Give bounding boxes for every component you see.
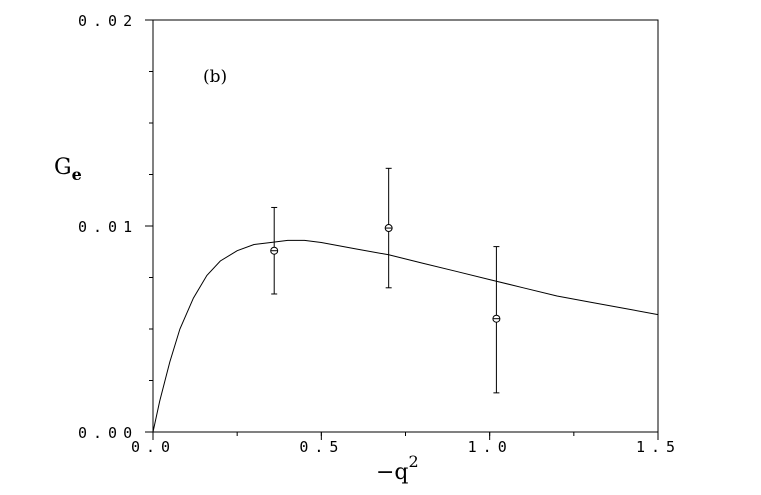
x-tick-labels: 0.0 0.5 1.0 1.5 [131, 432, 681, 456]
y-tick-label: 0.00 [78, 424, 138, 442]
y-tick-labels: 0.00 0.01 0.02 [78, 12, 153, 442]
x-axis-label: −q2 [376, 452, 419, 485]
plot-frame [152, 19, 659, 433]
y-tick-label: 0.02 [78, 12, 138, 30]
data-point [384, 167, 393, 289]
data-point [270, 206, 279, 295]
x-tick-label: 0.0 [131, 438, 176, 456]
x-axis-label-main: −q [376, 460, 409, 485]
data-point [492, 246, 501, 394]
x-axis-label-superscript: 2 [409, 452, 419, 471]
minor-ticks [149, 71, 575, 436]
data-points [270, 167, 501, 394]
y-axis-label: Ge [54, 155, 82, 184]
y-tick-label: 0.01 [78, 218, 138, 236]
y-axis-label-subscript: e [72, 165, 82, 184]
panel-label: (b) [203, 67, 227, 87]
model-curve [152, 239, 659, 433]
x-tick-label: 0.5 [299, 438, 344, 456]
x-tick-label: 1.0 [468, 438, 513, 456]
y-axis-label-main: G [54, 155, 72, 180]
x-tick-label: 1.5 [636, 438, 681, 456]
